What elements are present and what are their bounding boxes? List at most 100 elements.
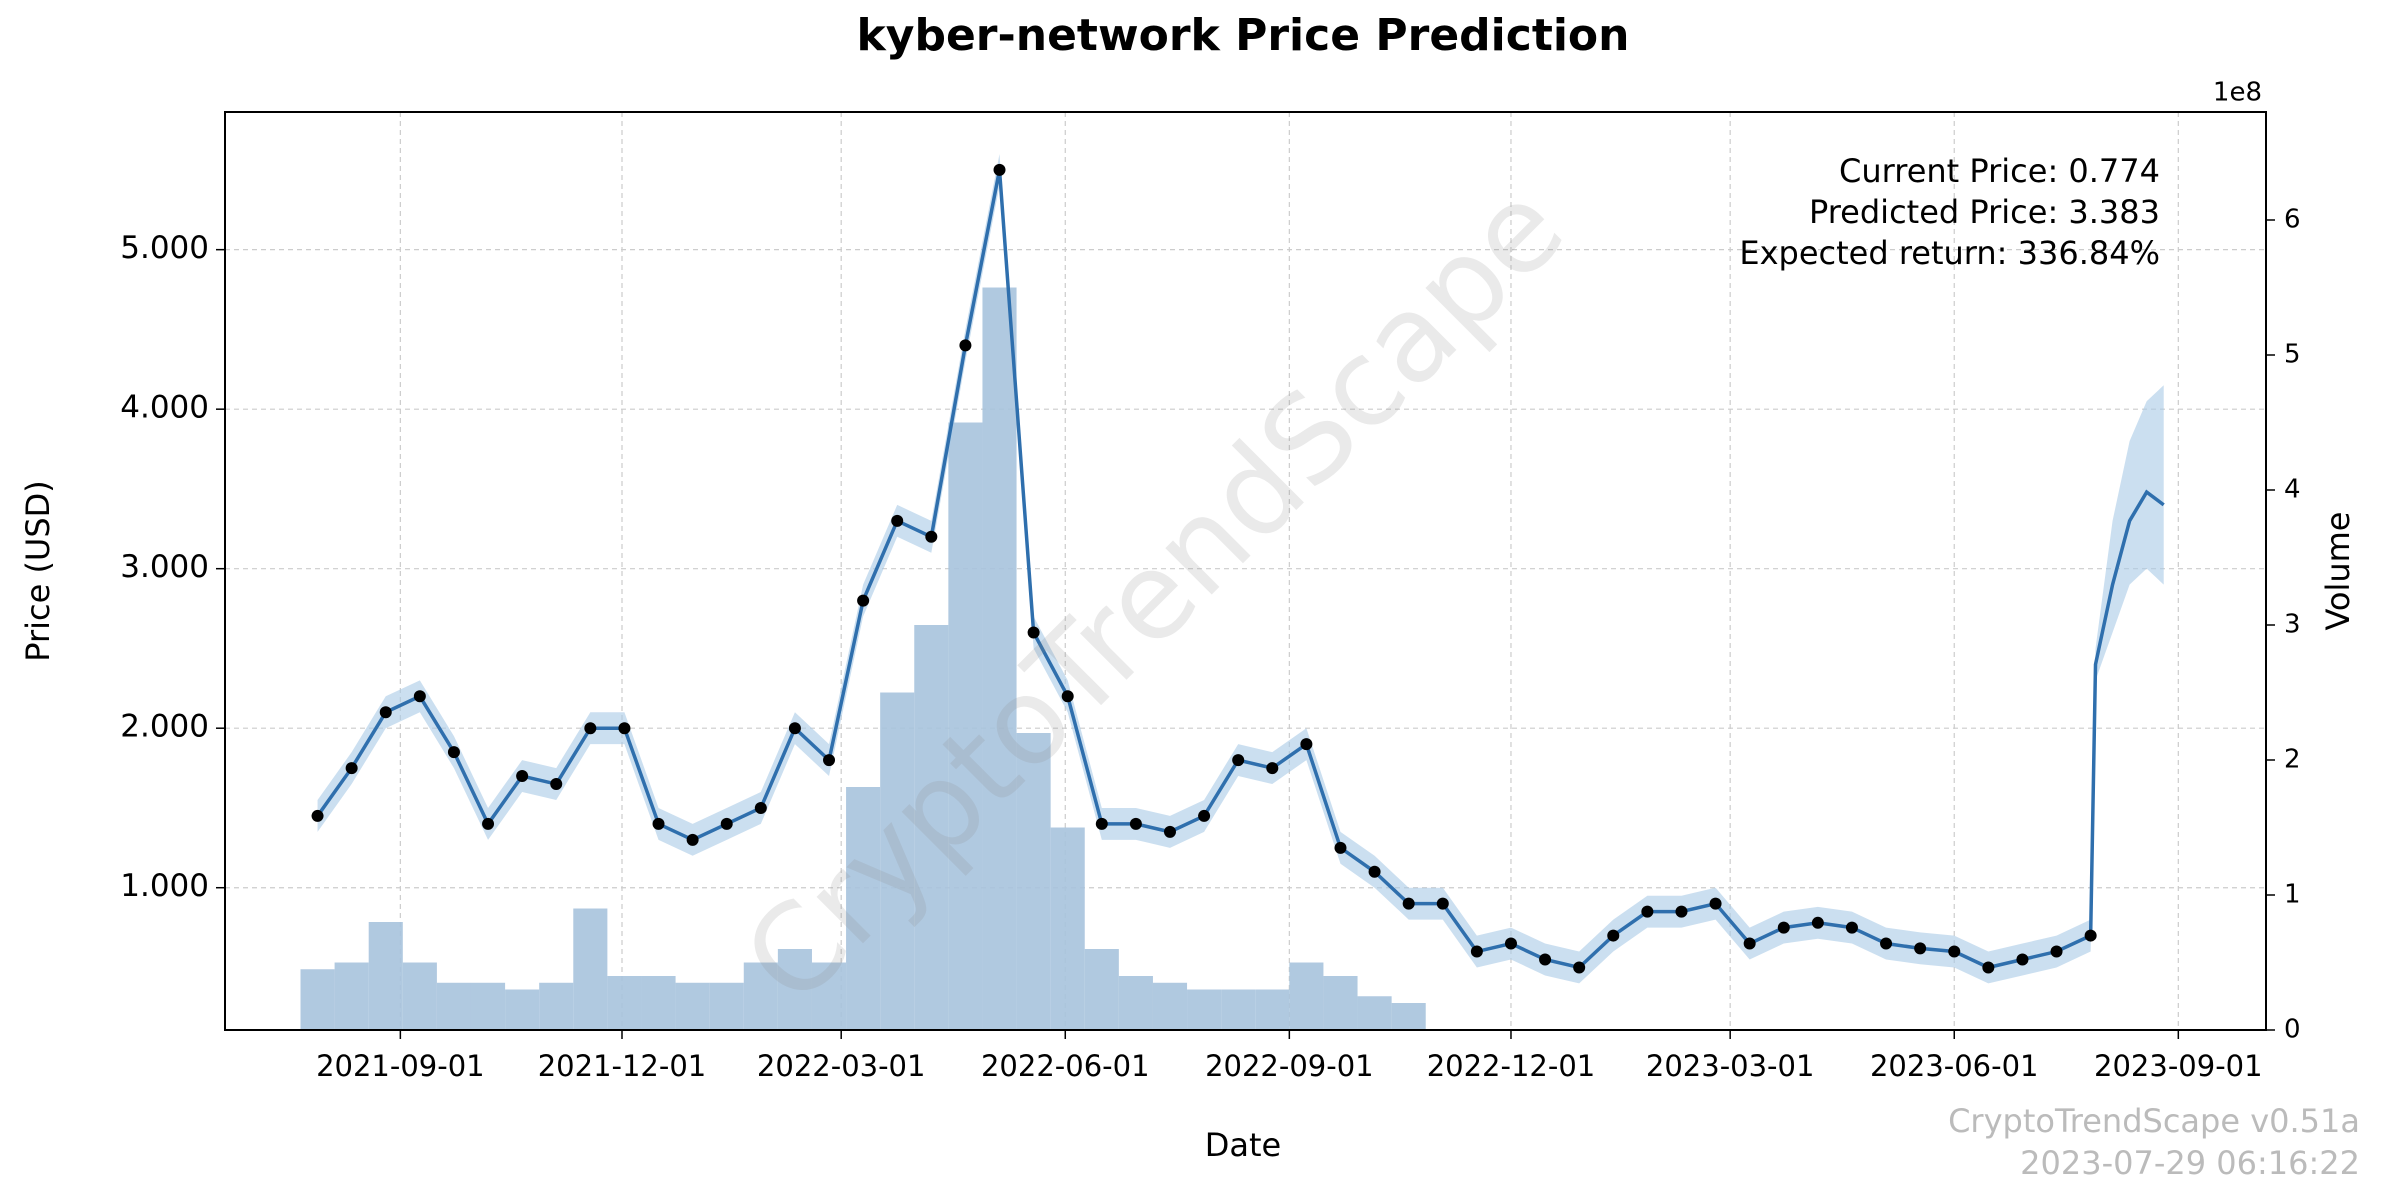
y2-tick-label: 5 (2284, 340, 2301, 370)
price-point (413, 690, 426, 703)
volume-bar (539, 982, 574, 1030)
x-tick-label: 2023-03-01 (1646, 1049, 1815, 1083)
price-point (1470, 945, 1483, 958)
price-point (1504, 937, 1517, 950)
price-point (345, 762, 358, 775)
price-point (1368, 865, 1381, 878)
volume-bar (880, 692, 915, 1030)
price-point (925, 530, 938, 543)
price-point (2084, 929, 2097, 942)
price-point (2016, 953, 2029, 966)
footer: 2023-07-29 06:16:22 (2020, 1144, 2360, 1182)
price-point (1539, 953, 1552, 966)
y2-axis-label: Volume (2319, 511, 2357, 630)
price-point (652, 817, 665, 830)
y2-tick-label: 0 (2284, 1015, 2301, 1045)
volume-bar (334, 962, 369, 1030)
price-point (2050, 945, 2063, 958)
chart-title: kyber-network Price Prediction (857, 10, 1630, 61)
volume-bar (573, 908, 608, 1030)
x-tick-label: 2021-09-01 (316, 1049, 485, 1083)
price-point (1402, 897, 1415, 910)
price-point (1982, 961, 1995, 974)
volume-bar (436, 982, 471, 1030)
volume-bar (1016, 733, 1051, 1030)
y-tick-label: 4.000 (120, 390, 209, 426)
volume-bar (1323, 976, 1358, 1030)
watermark: CryptoTrendScape (718, 158, 1591, 1031)
price-point (1334, 841, 1347, 854)
volume-bar (675, 982, 710, 1030)
price-point (686, 833, 699, 846)
price-point (720, 817, 733, 830)
price-point (1845, 921, 1858, 934)
price-point (1436, 897, 1449, 910)
price-point (1607, 929, 1620, 942)
volume-bar (1152, 982, 1188, 1030)
volume-bar (1289, 962, 1324, 1030)
y2-tick-label: 3 (2284, 610, 2301, 640)
price-point (1914, 942, 1927, 955)
volume-bar (1050, 827, 1085, 1030)
volume-bar (300, 969, 335, 1030)
x-tick-label: 2023-09-01 (2094, 1049, 2263, 1083)
x-tick-label: 2021-12-01 (538, 1049, 707, 1083)
volume-bar (505, 989, 540, 1030)
x-tick-label: 2022-09-01 (1205, 1049, 1374, 1083)
x-tick-label: 2022-12-01 (1427, 1049, 1596, 1083)
annotation: Predicted Price: 3.383 (1809, 193, 2160, 231)
volume-bar (641, 976, 676, 1030)
price-point (891, 514, 904, 527)
volume-bar (811, 962, 847, 1030)
price-point (1811, 916, 1824, 929)
price-point (311, 809, 324, 822)
price-point (1232, 754, 1245, 767)
price-point (1777, 921, 1790, 934)
x-tick-label: 2022-03-01 (757, 1049, 926, 1083)
volume-bar (982, 287, 1017, 1030)
price-point (788, 722, 801, 735)
prediction-line (316, 169, 2165, 970)
plot-frame (224, 111, 2267, 1031)
x-tick-label: 2022-06-01 (981, 1049, 1150, 1083)
price-point (1027, 626, 1040, 639)
y-tick-label: 3.000 (120, 549, 209, 585)
price-point (1675, 905, 1688, 918)
price-point (1880, 937, 1893, 950)
volume-bar (1187, 989, 1222, 1030)
price-point (857, 594, 870, 607)
price-point (1743, 937, 1756, 950)
y2-tick-label: 2 (2284, 745, 2301, 775)
y2-tick-label: 4 (2284, 475, 2301, 505)
price-point (1095, 817, 1108, 830)
price-point (584, 722, 597, 735)
price-point (482, 817, 495, 830)
price-point (550, 778, 563, 791)
annotation: Current Price: 0.774 (1839, 152, 2160, 190)
y-tick-label: 5.000 (120, 230, 209, 266)
volume-bar (743, 962, 778, 1030)
price-point (1129, 817, 1142, 830)
volume-bar (1391, 1003, 1426, 1030)
price-point (823, 754, 836, 767)
price-point (1641, 905, 1654, 918)
volume-bar (1084, 949, 1119, 1030)
price-point (1709, 897, 1722, 910)
y-tick-label: 2.000 (120, 709, 209, 745)
footer: CryptoTrendScape v0.51a (1948, 1102, 2360, 1140)
x-tick-label: 2023-06-01 (1870, 1049, 2039, 1083)
y2-tick-label: 1 (2284, 880, 2301, 910)
volume-bar (607, 976, 642, 1030)
price-point (1163, 825, 1176, 838)
price-point (1266, 762, 1279, 775)
volume-bar (368, 922, 403, 1030)
volume-bar (777, 949, 812, 1030)
price-point (618, 722, 631, 735)
y-axis-label: Price (USD) (19, 480, 57, 662)
x-axis-label: Date (1205, 1126, 1281, 1164)
volume-bar (1221, 989, 1256, 1030)
annotation: Expected return: 336.84% (1739, 234, 2160, 272)
price-point (959, 339, 972, 352)
volume-bar (402, 962, 437, 1030)
